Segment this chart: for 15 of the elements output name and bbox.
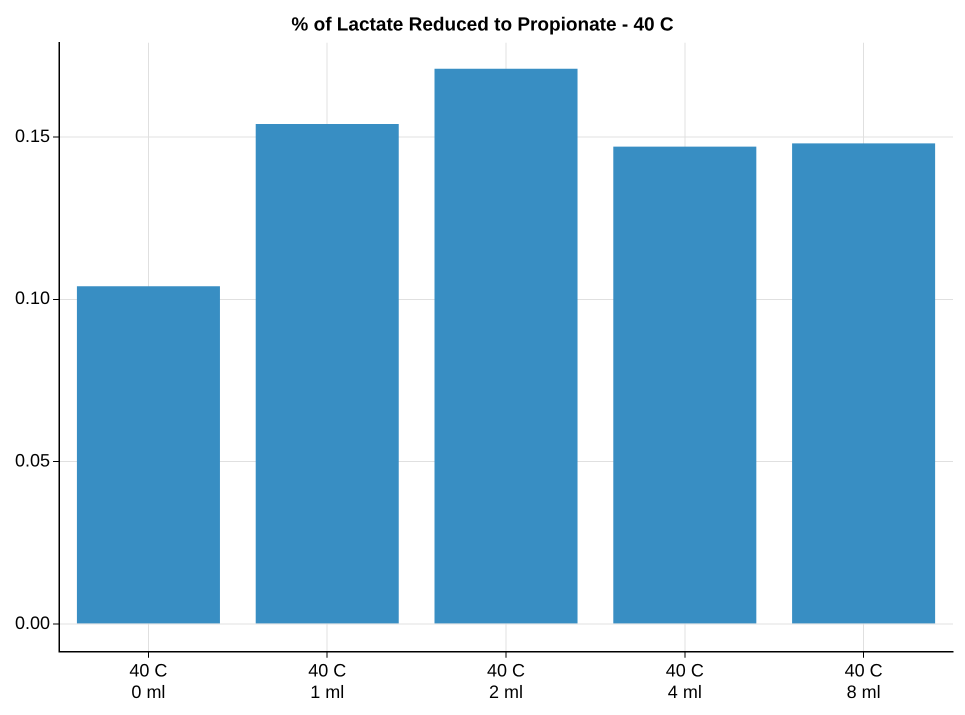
- y-tick-label: 0.15: [14, 126, 50, 146]
- x-tick-label: 40 C 4 ml: [666, 660, 704, 702]
- y-tick-label: 0.05: [14, 450, 50, 471]
- bar: [76, 286, 220, 624]
- bar: [256, 124, 399, 624]
- y-tick-label: 0.00: [14, 612, 50, 633]
- bar: [792, 143, 936, 624]
- x-tick-label: 40 C 8 ml: [844, 660, 883, 702]
- bar: [613, 146, 756, 624]
- x-tick-label: 40 C 0 ml: [129, 660, 168, 702]
- x-tick-label: 40 C 2 ml: [487, 660, 526, 702]
- y-tick-label: 0.10: [14, 288, 50, 308]
- chart-title: % of Lactate Reduced to Propionate - 40 C: [291, 14, 674, 36]
- bar: [434, 68, 578, 624]
- x-tick-label: 40 C 1 ml: [308, 660, 346, 702]
